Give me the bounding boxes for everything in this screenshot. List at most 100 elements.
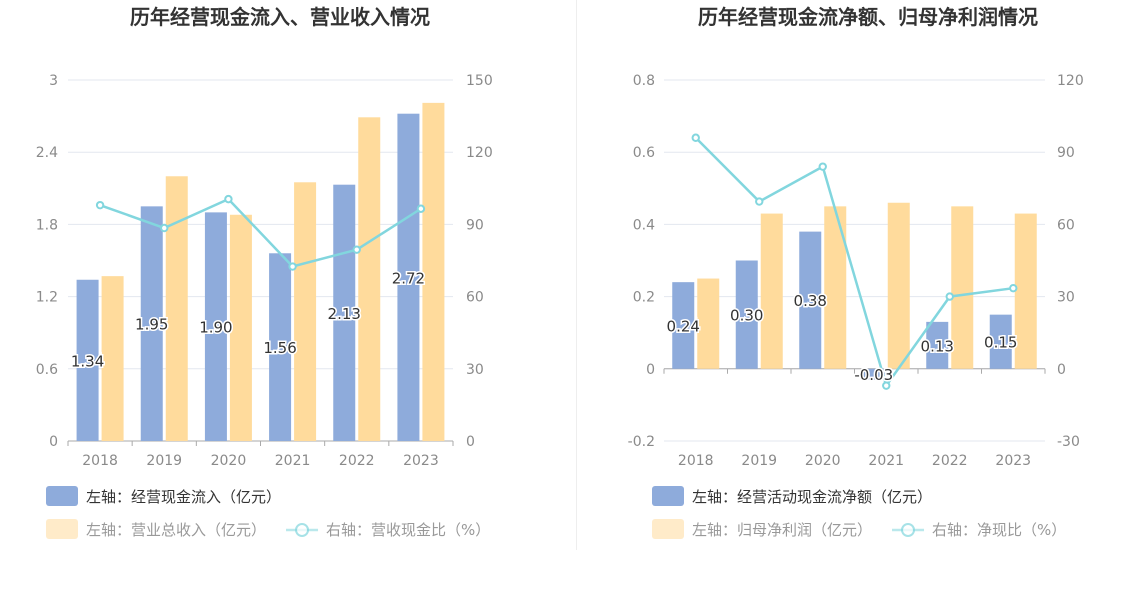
legend-line-marker [901,523,916,537]
primary-bar [926,321,949,369]
primary-bar [140,206,163,441]
secondary-bar [229,214,252,441]
x-axis-category-label: 2019 [146,453,182,469]
bar-data-label: 1.56 [263,339,296,357]
legend-swatch-secondary[interactable] [46,519,78,539]
secondary-bar [422,102,445,441]
left-axis-tick-label: 0.6 [633,145,655,161]
x-axis-category-label: 2019 [741,453,777,469]
legend-label-secondary[interactable]: 左轴：归母净利润（亿元） [692,521,872,539]
x-axis-category-label: 2020 [211,453,247,469]
right-axis-tick-label: 60 [1057,217,1075,233]
x-axis-category-label: 2018 [678,453,714,469]
right-axis-tick-label: 30 [466,362,484,378]
legend-swatch-primary[interactable] [46,486,78,506]
secondary-bar [824,206,847,369]
x-axis-category-label: 2021 [275,453,311,469]
right-axis-tick-label: 90 [466,217,484,233]
x-axis-category-label: 2018 [82,453,118,469]
right-axis-tick-label: 90 [1057,145,1075,161]
ratio-line [99,197,422,268]
secondary-bar [165,176,188,441]
left-axis-tick-label: 0.4 [633,217,655,233]
ratio-point [691,133,700,142]
legend-label-line[interactable]: 右轴：净现比（%） [932,521,1066,539]
x-axis-category-label: 2023 [995,453,1031,469]
left-axis-tick-label: 0.8 [633,73,655,89]
bar-data-label: 0.24 [667,317,700,335]
primary-bar [76,279,99,441]
ratio-point [755,197,764,206]
left-axis-tick-label: -0.2 [628,434,655,450]
bar-data-label: 2.72 [392,269,425,287]
chart-panel-1: 历年经营现金流入、营业收入情况 0 0 0.6 30 1.2 60 1.8 90 2.4 120 3 1… [36,5,493,539]
legend-swatch-primary[interactable] [652,486,684,506]
left-axis-tick-label: 0 [49,434,58,450]
secondary-bar [887,202,910,369]
chart-panel-2: 历年经营现金流净额、归母净利润情况 -0.2 -30 0 0 0.2 30 0.4 60 0.6 9… [628,5,1084,539]
ratio-point [160,223,169,233]
primary-bar [862,368,885,380]
legend-label-line[interactable]: 右轴：营收现金比（%） [326,521,490,539]
chart-title: 历年经营现金流净额、归母净利润情况 [698,5,1038,29]
ratio-point [352,245,361,254]
legend-swatch-secondary[interactable] [652,519,684,539]
secondary-bar [760,213,783,369]
secondary-bar [697,278,720,369]
primary-bar [735,260,758,369]
secondary-bar [358,117,381,441]
primary-bar [204,212,227,441]
chart-title: 历年经营现金流入、营业收入情况 [130,5,430,29]
legend-label-secondary[interactable]: 左轴：营业总收入（亿元） [86,521,266,539]
ratio-point [945,292,954,301]
left-axis-tick-label: 1.8 [36,217,58,233]
primary-bar [799,231,822,369]
left-axis-tick-label: 3 [49,73,58,89]
right-axis-tick-label: 120 [1057,73,1084,89]
right-axis-tick-label: 60 [466,290,484,306]
ratio-line [694,136,1014,389]
primary-bar [333,184,356,441]
bar-data-label: 1.95 [135,316,168,334]
x-axis-category-label: 2023 [403,453,439,469]
left-axis-tick-label: 0.2 [633,290,655,306]
bar-data-label: 1.34 [71,352,104,370]
ratio-point [416,204,426,213]
secondary-bar [101,276,124,441]
primary-bar [397,113,420,442]
x-axis-category-label: 2022 [932,453,968,469]
right-axis-tick-label: 150 [466,73,493,89]
bar-data-label: 0.15 [984,334,1017,352]
ratio-point [1009,283,1018,293]
legend-label-primary[interactable]: 左轴：经营现金流入（亿元） [86,488,281,506]
right-axis-tick-label: -30 [1057,434,1080,450]
bar-data-label: 0.13 [921,337,954,355]
ratio-point [882,381,891,390]
primary-bar [989,314,1012,369]
bar-data-label: 0.38 [794,292,827,310]
panel-divider [576,0,577,550]
left-axis-tick-label: 0.6 [36,362,58,378]
left-axis-tick-label: 2.4 [36,145,58,161]
ratio-point [95,200,105,210]
primary-bar [672,282,695,369]
x-axis-category-label: 2020 [805,453,841,469]
ratio-point [224,194,233,204]
legend-label-primary[interactable]: 左轴：经营活动现金流净额（亿元） [692,488,932,506]
bar-data-label: 2.13 [328,305,361,323]
right-axis-tick-label: 30 [1057,290,1075,306]
x-axis-category-label: 2021 [868,453,904,469]
bar-data-label: 0.30 [730,307,763,325]
secondary-bar [951,206,974,369]
secondary-bar [1014,213,1037,369]
x-axis-category-label: 2022 [339,453,375,469]
bar-data-label: -0.03 [854,366,893,384]
left-axis-tick-label: 1.2 [36,290,58,306]
right-axis-tick-label: 0 [1057,362,1066,378]
bar-data-label: 1.90 [199,319,232,337]
right-axis-tick-label: 120 [466,145,493,161]
secondary-bar [294,182,317,442]
ratio-point [288,262,297,271]
